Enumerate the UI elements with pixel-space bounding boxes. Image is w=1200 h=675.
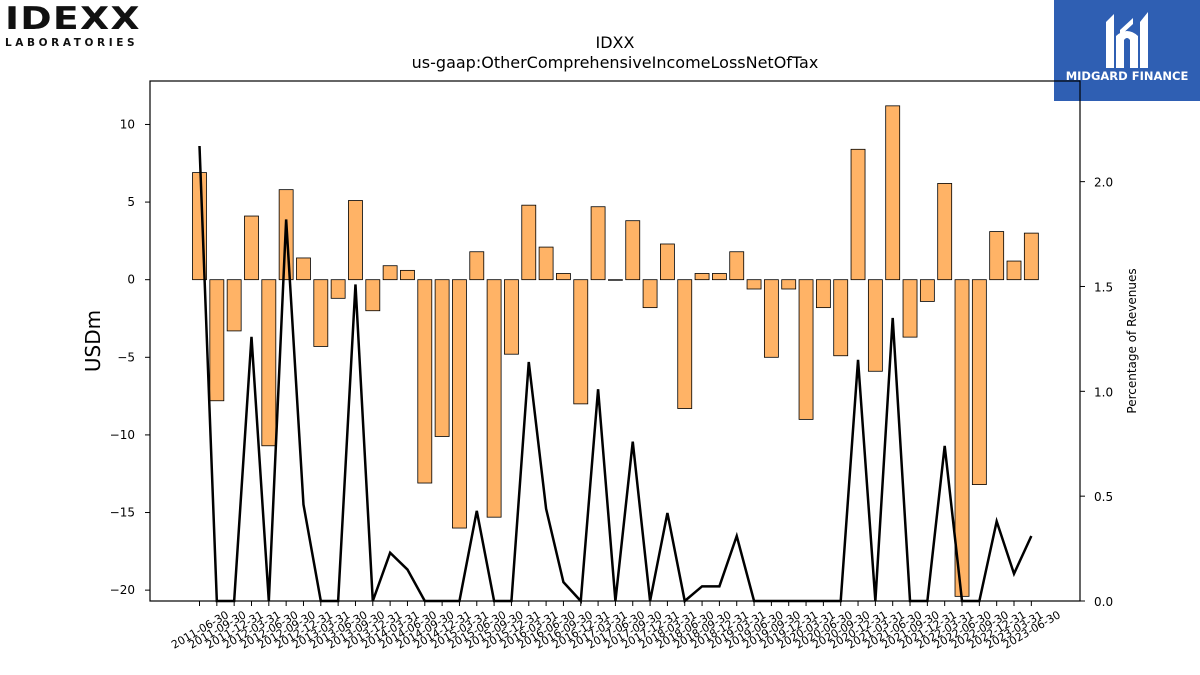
bar-2022-09-30: [971, 279, 987, 485]
bar-2015-06-30: [469, 251, 485, 281]
y-tick-label: 10: [120, 117, 135, 131]
bar-2016-03-31: [521, 204, 537, 281]
idexx-logo-subtitle: LABORATORIES: [5, 37, 139, 49]
y-tick-label: −15: [110, 506, 135, 520]
bar-2018-06-30: [677, 279, 693, 409]
x-axis: 2011-06-302011-09-302011-12-312012-03-31…: [169, 601, 1063, 652]
chart-title: IDXX: [596, 33, 635, 52]
bar-2011-12-31: [226, 279, 242, 332]
bar-series: [192, 105, 1039, 597]
y-tick-label: −10: [110, 428, 135, 442]
plot-frame: [149, 80, 1081, 602]
bar-2013-09-30: [348, 200, 363, 281]
percentage-line: [198, 145, 1033, 604]
idexx-logo-wordmark: IDEXX: [5, 1, 141, 37]
bar-2013-06-30: [330, 279, 346, 299]
y2-axis-label: Percentage of Revenues: [1125, 268, 1139, 413]
bar-2023-03-31: [1006, 260, 1022, 281]
y2-tick-label: 1.0: [1094, 385, 1113, 399]
bar-2022-12-31: [989, 231, 1005, 281]
bar-2020-06-30: [815, 279, 831, 309]
y-axis-left: 10 5 0 −5 −10 −15 −20: [110, 117, 150, 597]
bar-2020-09-30: [833, 279, 849, 357]
bar-2019-06-30: [746, 279, 762, 290]
bar-2020-12-31: [850, 148, 866, 281]
y-tick-label: 5: [127, 195, 135, 209]
y2-tick-label: 0.0: [1094, 595, 1113, 609]
bar-2014-09-30: [417, 279, 433, 484]
bar-2011-09-30: [209, 279, 225, 402]
bar-2014-03-31: [382, 265, 398, 281]
midgard-finance-brand: MIDGARD FINANCE: [1065, 69, 1189, 83]
bar-2014-12-31: [434, 279, 450, 437]
bar-2013-12-31: [365, 279, 381, 312]
bar-2018-03-31: [660, 243, 675, 281]
bar-2021-06-30: [885, 105, 901, 281]
y2-tick-label: 0.5: [1094, 490, 1113, 504]
bar-2021-03-31: [867, 279, 883, 372]
bar-2012-06-30: [261, 279, 277, 447]
y-axis-label: USDm: [81, 310, 105, 372]
bar-2017-03-31: [590, 206, 606, 281]
bar-2015-09-30: [486, 279, 502, 518]
bar-2017-12-31: [642, 279, 658, 309]
idexx-logo: IDEXX LABORATORIES: [5, 4, 153, 50]
midgard-finance-logo: MIDGARD FINANCE: [1054, 0, 1200, 101]
y2-tick-label: 1.5: [1094, 280, 1113, 294]
bar-2017-09-30: [625, 220, 641, 281]
bar-2021-12-31: [919, 279, 935, 302]
y-tick-label: −5: [117, 350, 135, 364]
chart-subtitle: us-gaap:OtherComprehensiveIncomeLossNetO…: [412, 53, 819, 72]
bar-2013-03-31: [313, 279, 329, 347]
bar-2017-06-30: [608, 279, 623, 281]
bar-2020-03-31: [798, 279, 814, 420]
bar-2019-09-30: [763, 279, 779, 358]
bar-2018-12-31: [712, 273, 727, 281]
bar-2015-12-31: [504, 279, 519, 355]
bar-2021-09-30: [902, 279, 918, 338]
midgard-emblem-icon: [1106, 12, 1148, 68]
y-tick-label: −20: [110, 583, 135, 597]
y-axis-right: 0.0 0.5 1.0 1.5 2.0: [1080, 176, 1113, 609]
bar-2018-09-30: [694, 273, 710, 281]
bar-2015-03-31: [452, 279, 467, 529]
bar-2012-03-31: [244, 215, 259, 281]
bar-2019-12-31: [781, 279, 797, 290]
bar-2014-06-30: [400, 269, 415, 281]
bar-2023-06-30: [1023, 232, 1039, 281]
y2-tick-label: 2.0: [1094, 176, 1113, 190]
bar-2012-12-31: [296, 257, 311, 281]
bar-2016-12-31: [573, 279, 589, 405]
bar-2022-03-31: [937, 183, 953, 281]
bar-2016-06-30: [538, 246, 554, 281]
y-tick-label: 0: [127, 273, 135, 287]
bar-2016-09-30: [556, 273, 571, 281]
bar-2019-03-31: [729, 251, 745, 281]
